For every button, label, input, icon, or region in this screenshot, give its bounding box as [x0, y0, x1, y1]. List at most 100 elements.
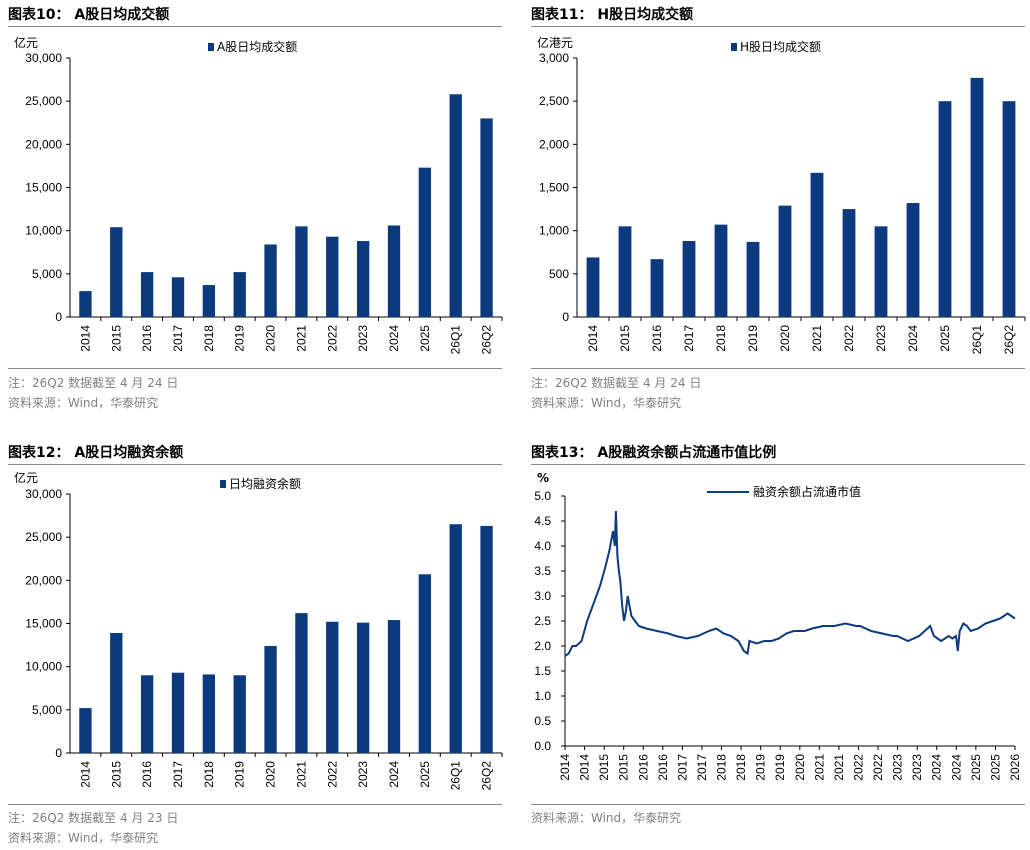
bar-2016	[140, 675, 154, 753]
y-tick-label: 20,000	[25, 137, 62, 151]
bar-2020	[778, 205, 792, 317]
y-unit-label: 亿元	[14, 36, 39, 50]
legend-label: H股日均成交额	[740, 39, 821, 54]
bar-2018	[714, 224, 728, 317]
bar-2015	[110, 632, 123, 753]
x-tick-label: 2023	[891, 754, 905, 781]
x-tick-label: 2022	[325, 761, 339, 788]
x-tick-label: 2016	[656, 754, 670, 781]
x-tick-label: 2020	[778, 325, 792, 352]
bar-2014	[586, 257, 600, 317]
bottom-divider	[8, 804, 502, 805]
bar-2017	[171, 672, 185, 753]
x-tick-label: 2017	[682, 325, 696, 352]
x-tick-label: 2024	[387, 761, 401, 788]
x-tick-label: 2026	[1008, 754, 1022, 781]
x-tick-label: 2025	[418, 325, 432, 352]
x-tick-label: 2025	[938, 325, 952, 352]
bar-2016	[650, 259, 664, 317]
y-tick-label: 0	[55, 310, 62, 324]
title-divider	[8, 26, 502, 27]
x-tick-label: 2025	[969, 754, 983, 781]
legend-label: 日均融资余额	[229, 476, 301, 491]
x-tick-label: 2022	[325, 325, 339, 352]
x-tick-label: 2021	[812, 754, 826, 781]
bottom-divider	[531, 804, 1025, 805]
x-tick-label: 2014	[578, 754, 592, 781]
y-tick-label: 0	[562, 310, 569, 324]
x-tick-label: 2024	[930, 754, 944, 781]
y-tick-label: 5,000	[32, 267, 62, 281]
x-tick-label: 2014	[558, 754, 572, 781]
bar-2023	[874, 226, 888, 317]
y-tick-label: 15,000	[25, 181, 62, 195]
source-note: 资料来源：Wind，华泰研究	[531, 396, 682, 410]
source-note: 资料来源：Wind，华泰研究	[8, 831, 159, 845]
bar-2017	[682, 241, 696, 317]
x-tick-label: 2023	[910, 754, 924, 781]
x-tick-label: 2019	[773, 754, 787, 781]
line-chart-margin-ratio: 0.0 0.5 1.0 1.5 2.0 2.5 3.0 3.5 4.0 4.5 5.0 2014 201…	[534, 484, 1022, 781]
x-tick-label: 2015	[597, 754, 611, 781]
x-tick-label: 2018	[734, 754, 748, 781]
bar-2025	[938, 101, 952, 318]
x-tick-label: 2014	[78, 325, 92, 352]
y-tick-label: 500	[549, 267, 569, 281]
bar-2019	[233, 675, 246, 753]
bar-2022	[842, 209, 856, 317]
x-tick-label: 2018	[202, 761, 216, 788]
bar-2018	[202, 674, 216, 753]
bar-2022	[326, 621, 339, 753]
x-tick-label: 2021	[810, 325, 824, 352]
x-tick-label: 2016	[636, 754, 650, 781]
chart-title: 图表12： A股日均融资余额	[8, 445, 184, 461]
x-tick-label: 2020	[264, 761, 278, 788]
bar-26Q1	[970, 77, 984, 318]
y-tick-label: 4.5	[534, 514, 551, 528]
bar-2024	[906, 203, 920, 317]
x-tick-label: 2024	[906, 325, 920, 352]
x-tick-label: 2025	[988, 754, 1002, 781]
x-tick-label: 2017	[675, 754, 689, 781]
x-tick-label: 2017	[695, 754, 709, 781]
y-tick-label: 2.5	[534, 614, 551, 628]
bar-26Q1	[449, 94, 462, 317]
bar-2014	[79, 291, 92, 317]
panel-chart-13: 图表13： A股融资余额占流通市值比例 % 0.0 0.5 1.0 1.5 2.0 2.5…	[531, 442, 1030, 848]
bar-2014	[79, 708, 92, 753]
bar-2022	[326, 236, 339, 317]
bottom-divider	[531, 368, 1025, 369]
bar-2017	[171, 277, 185, 317]
y-tick-label: 2,500	[539, 94, 569, 108]
y-tick-label: 3.5	[534, 564, 551, 578]
x-tick-label: 26Q1	[970, 325, 984, 355]
y-tick-label: 20,000	[25, 573, 62, 587]
bar-2025	[418, 167, 432, 317]
y-tick-label: 25,000	[25, 530, 62, 544]
chart-title: 图表10： A股日均成交额	[8, 7, 170, 23]
bar-2024	[387, 225, 401, 317]
x-tick-label: 2014	[78, 761, 92, 788]
x-tick-label: 2019	[754, 754, 768, 781]
x-tick-label: 2022	[871, 754, 885, 781]
y-tick-label: 2,000	[539, 137, 569, 151]
panel-chart-12: 图表12： A股日均融资余额 亿元 0 5,000 10,000 15,000 20,0…	[8, 442, 508, 848]
x-tick-label: 26Q1	[449, 761, 463, 791]
y-tick-label: 1,000	[539, 224, 569, 238]
x-tick-label: 2014	[586, 325, 600, 352]
y-tick-label: 1.0	[534, 689, 551, 703]
bottom-divider	[8, 368, 502, 369]
bar-chart-h-turnover: 0 500 1,000 1,500 2,000 2,500 3,000 2014 2015 201…	[539, 39, 1026, 354]
x-tick-label: 2021	[294, 761, 308, 788]
y-tick-label: 5.0	[534, 489, 551, 503]
y-tick-label: 0	[55, 746, 62, 760]
bar-2023	[356, 241, 370, 317]
x-tick-label: 26Q2	[480, 325, 494, 355]
x-tick-label: 2018	[714, 325, 728, 352]
bar-2016	[140, 272, 154, 317]
x-tick-label: 2021	[294, 325, 308, 352]
y-tick-label: 4.0	[534, 539, 551, 553]
y-tick-label: 0.5	[534, 714, 551, 728]
bar-chart-margin-balance: 0 5,000 10,000 15,000 20,000 25,000 30,000 2014…	[25, 476, 503, 790]
x-tick-label: 2020	[793, 754, 807, 781]
